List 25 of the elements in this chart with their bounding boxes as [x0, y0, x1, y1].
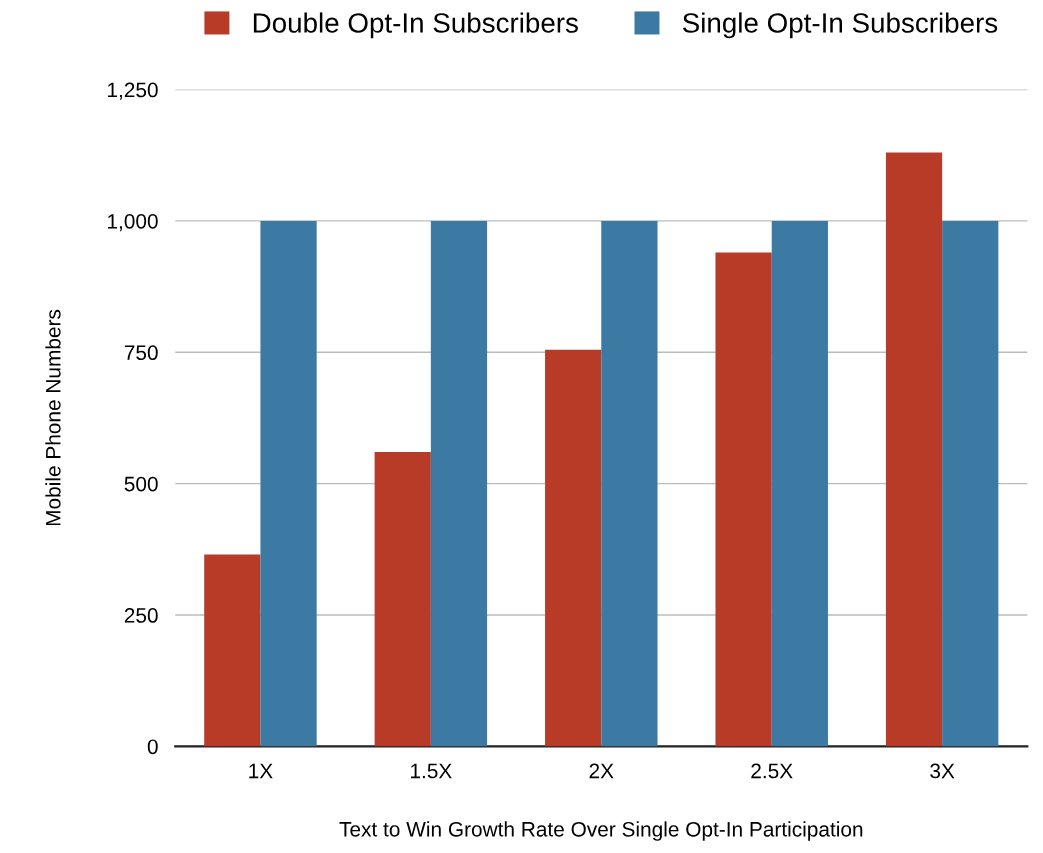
- y-tick-label: 0: [147, 739, 158, 755]
- y-tick-label: 500: [124, 476, 158, 492]
- y-tick-label: 750: [124, 345, 158, 361]
- x-tick-label: 1.5X: [411, 763, 452, 779]
- x-tick-label: 1X: [249, 763, 273, 779]
- x-tick-label: 2.5X: [751, 763, 793, 779]
- x-tick-label: 2X: [589, 763, 614, 779]
- bar: [260, 220, 317, 747]
- bar: [885, 152, 943, 747]
- y-axis-title: Mobile Phone Numbers: [45, 309, 61, 526]
- y-tick-label: 1,250: [108, 82, 158, 100]
- y-tick-label: 250: [124, 608, 158, 623]
- bar: [601, 220, 658, 747]
- bar: [374, 452, 431, 747]
- legend-label: Double Opt-In Subscribers: [253, 12, 578, 39]
- bar: [771, 220, 828, 747]
- bar: [715, 252, 772, 747]
- y-tick-label: 1,000: [108, 213, 158, 232]
- x-tick-label: 3X: [930, 763, 955, 779]
- x-axis-title: Text to Win Growth Rate Over Single Opt-In Participation: [339, 821, 863, 841]
- bar: [545, 349, 602, 747]
- bar: [942, 220, 999, 747]
- bar: [204, 554, 261, 747]
- legend-label: Single Opt-In Subscribers: [682, 12, 998, 39]
- bar: [430, 220, 488, 747]
